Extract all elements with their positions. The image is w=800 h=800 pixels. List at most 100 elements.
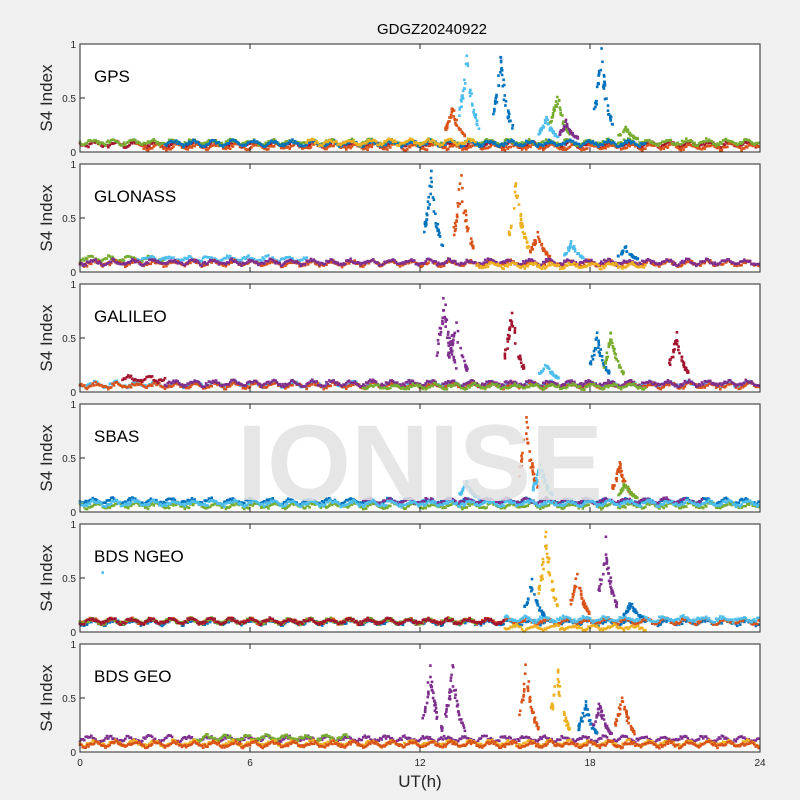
data-point — [716, 146, 719, 150]
data-point — [286, 256, 290, 259]
data-point — [252, 379, 256, 383]
data-point — [668, 260, 671, 263]
data-point — [680, 259, 684, 263]
data-point — [646, 383, 650, 387]
data-point — [483, 385, 487, 388]
data-point — [204, 382, 208, 385]
data-point — [227, 256, 230, 260]
data-point — [129, 383, 133, 387]
data-point — [167, 380, 171, 384]
data-point — [520, 383, 524, 387]
data-point — [167, 260, 171, 263]
data-point — [315, 142, 318, 145]
data-point — [233, 378, 236, 382]
data-point — [192, 144, 195, 147]
data-point — [628, 262, 631, 266]
data-point — [458, 263, 461, 267]
data-point — [129, 141, 133, 144]
data-point — [291, 378, 294, 382]
data-point — [134, 260, 137, 264]
data-point — [740, 260, 743, 263]
data-point — [125, 386, 129, 389]
data-point — [573, 247, 577, 251]
data-point — [644, 264, 647, 267]
data-point — [627, 260, 630, 263]
data-point — [291, 384, 294, 387]
data-point — [262, 382, 266, 386]
data-point — [471, 138, 474, 142]
data-point — [649, 383, 653, 386]
data-point — [695, 144, 698, 148]
data-point — [247, 148, 250, 151]
data-point — [475, 119, 479, 122]
data-point — [190, 258, 194, 262]
data-point — [251, 143, 255, 146]
data-point — [434, 222, 438, 225]
data-point — [298, 144, 301, 148]
data-point — [478, 261, 481, 265]
data-point — [537, 237, 541, 241]
data-point — [485, 260, 488, 264]
data-point — [483, 147, 487, 150]
data-point — [740, 148, 743, 152]
data-point — [199, 144, 202, 147]
data-point — [662, 143, 665, 147]
data-point — [306, 140, 310, 144]
data-point — [271, 261, 274, 264]
data-point — [483, 140, 487, 144]
data-point — [610, 122, 614, 126]
data-point — [594, 264, 597, 268]
data-point — [636, 144, 640, 148]
data-point — [686, 257, 690, 261]
data-point — [588, 138, 592, 142]
data-point — [638, 145, 641, 149]
data-point — [665, 145, 668, 148]
data-point — [322, 387, 325, 391]
data-point — [217, 261, 221, 264]
data-point — [238, 261, 242, 265]
data-point — [279, 144, 283, 147]
data-point — [473, 113, 476, 116]
data-point — [564, 252, 567, 255]
data-point — [282, 262, 286, 265]
data-point — [729, 382, 732, 386]
data-point — [510, 224, 513, 228]
data-point — [561, 264, 565, 267]
data-point — [663, 261, 667, 265]
data-point — [328, 260, 331, 263]
data-point — [80, 382, 83, 386]
data-point — [707, 144, 711, 148]
data-point — [536, 230, 540, 234]
data-point — [97, 142, 100, 146]
data-point — [632, 142, 636, 146]
data-point — [296, 144, 300, 147]
data-point — [159, 261, 162, 265]
data-point — [166, 144, 170, 147]
data-point — [186, 141, 189, 145]
data-point — [112, 384, 116, 387]
data-point — [462, 142, 466, 146]
data-point — [505, 138, 508, 141]
data-point — [80, 259, 83, 262]
data-point — [211, 259, 215, 263]
data-point — [176, 382, 179, 386]
data-point — [714, 263, 718, 267]
data-point — [703, 147, 707, 150]
data-point — [511, 127, 514, 130]
data-point — [286, 146, 290, 149]
data-point — [458, 143, 461, 147]
data-point — [267, 380, 270, 384]
data-point — [374, 382, 378, 385]
data-point — [129, 386, 133, 389]
data-point — [220, 144, 223, 147]
data-point — [559, 145, 562, 149]
data-point — [339, 384, 342, 387]
data-point — [356, 383, 359, 386]
data-point — [187, 143, 191, 147]
data-point — [434, 260, 437, 263]
data-point — [264, 260, 267, 263]
data-point — [160, 385, 164, 389]
data-point — [194, 142, 198, 146]
data-point — [224, 264, 228, 268]
data-point — [286, 382, 290, 386]
